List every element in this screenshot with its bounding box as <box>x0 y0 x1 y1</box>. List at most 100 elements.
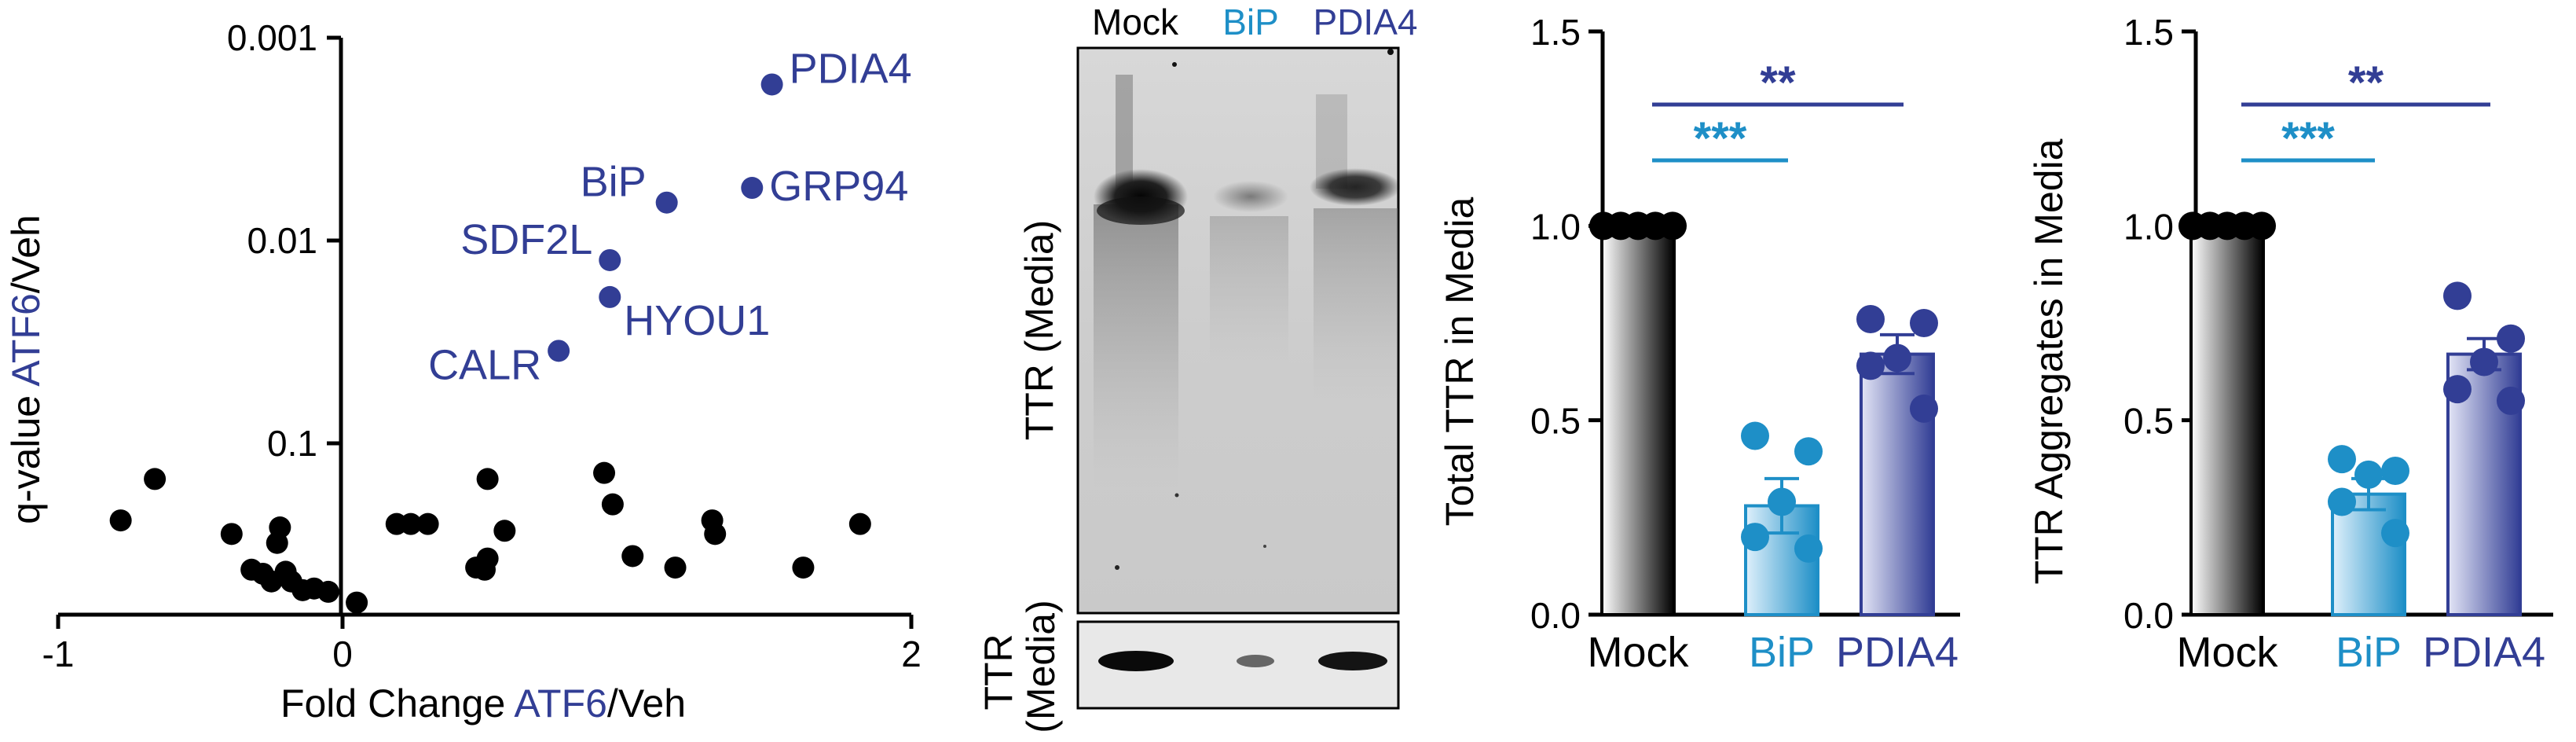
scatter-ylabel-part3: /Veh <box>4 215 48 293</box>
ttr-aggregates-data-point <box>2381 519 2409 548</box>
scatter-y-tick-label: 0.01 <box>247 220 317 261</box>
total-ttr-category-label-mock: Mock <box>1587 629 1689 676</box>
ttr-aggregates-data-point <box>2470 347 2498 377</box>
ttr-aggregates-significance-label: ** <box>2348 57 2384 108</box>
scatter-point <box>260 570 283 593</box>
ttr-aggregates-significance-label: *** <box>2281 113 2335 164</box>
total-ttr-category-label-bip: BiP <box>1749 629 1815 676</box>
scatter-point <box>704 523 727 545</box>
scatter-point-label-grp94: GRP94 <box>769 163 908 210</box>
total-ttr-data-point <box>1856 351 1885 380</box>
scatter-point-label-bip: BiP <box>581 159 647 206</box>
ttr-aggregates-y-tick-label: 0.0 <box>2123 595 2174 636</box>
scatter-plot-area: -1 0 2 0.001 0.01 0.1 PDIA4 GRP94 BiP SDF2L HYOU1 C… <box>42 17 922 674</box>
scatter-panel: -1 0 2 0.001 0.01 0.1 PDIA4 GRP94 BiP SDF2L HYOU1 C… <box>4 17 922 725</box>
scatter-point-pdia4 <box>760 73 783 96</box>
total-ttr-significance-label: *** <box>1694 113 1747 164</box>
western-blot-panel: Mock BiP PDIA4 <box>977 2 1417 733</box>
bar-chart-ttr-aggregates-y-label: TTR Aggregates in Media <box>2027 138 2071 584</box>
scatter-point <box>416 512 439 535</box>
scatter-point <box>399 512 422 535</box>
scatter-point <box>346 591 368 614</box>
scatter-xlabel-part1: Fold Change <box>280 681 514 725</box>
blot-bottom-label-line1: TTR <box>977 634 1021 710</box>
total-ttr-data-point <box>1883 343 1911 373</box>
ttr-aggregates-category-label-bip: BiP <box>2336 629 2402 676</box>
total-ttr-data-point <box>1910 394 1938 423</box>
scatter-y-tick-label: 0.1 <box>267 423 317 464</box>
scatter-point <box>266 531 288 554</box>
blot-lane-label-bip: BiP <box>1222 2 1279 42</box>
total-ttr-data-point <box>1658 211 1687 241</box>
total-ttr-data-point <box>1910 309 1938 337</box>
scatter-point-calr <box>548 340 570 362</box>
scatter-point <box>792 556 815 579</box>
ttr-aggregates-data-point <box>2497 324 2525 353</box>
ttr-aggregates-data-point <box>2497 386 2525 415</box>
scatter-point-bip <box>655 191 678 214</box>
total-ttr-y-tick-label: 0.0 <box>1530 595 1581 636</box>
scatter-point <box>109 509 132 532</box>
scatter-point <box>144 468 167 490</box>
blot-lane-label-mock: Mock <box>1092 2 1179 42</box>
total-ttr-y-tick-label: 0.5 <box>1530 401 1581 442</box>
scatter-xlabel-part3: /Veh <box>607 681 686 725</box>
blot-top-label: TTR (Media) <box>1017 220 1061 441</box>
scatter-point-label-sdf2l: SDF2L <box>460 216 592 263</box>
scatter-point <box>593 461 616 484</box>
scatter-x-tick-label: 2 <box>901 634 922 674</box>
scatter-point <box>493 520 516 542</box>
blot-loading-band-mock <box>1098 651 1174 671</box>
scatter-x-tick-label: 0 <box>332 634 353 674</box>
blot-loading-membrane <box>1076 620 1400 710</box>
scatter-x-axis-label: Fold Change ATF6/Veh <box>280 681 686 725</box>
total-ttr-bar-mock <box>1600 224 1676 616</box>
scatter-point <box>664 556 687 579</box>
total-ttr-data-point <box>1768 487 1796 516</box>
ttr-aggregates-data-point <box>2328 487 2356 516</box>
blot-loading-band-pdia4 <box>1318 652 1387 670</box>
blot-lane-label-pdia4: PDIA4 <box>1314 2 1418 42</box>
ttr-aggregates-data-point <box>2443 281 2472 310</box>
ttr-aggregates-data-point <box>2381 456 2409 485</box>
total-ttr-data-point <box>1856 305 1885 334</box>
ttr-aggregates-bar-mock <box>2189 224 2265 616</box>
ttr-aggregates-y-tick-label: 1.5 <box>2123 12 2174 53</box>
ttr-aggregates-data-point <box>2328 445 2356 474</box>
scatter-point-sdf2l <box>599 248 621 271</box>
scatter-x-tick-label: -1 <box>42 634 75 674</box>
total-ttr-data-point <box>1741 523 1769 552</box>
ttr-aggregates-data-point <box>2354 460 2383 489</box>
scatter-point-label-pdia4: PDIA4 <box>790 45 912 92</box>
scatter-y-axis-label: q-value ATF6/Veh <box>4 215 48 524</box>
ttr-aggregates-category-label-mock: Mock <box>2176 629 2278 676</box>
scatter-point <box>476 468 499 490</box>
scatter-point <box>476 547 499 570</box>
ttr-aggregates-data-point <box>2248 211 2276 241</box>
scatter-point-grp94 <box>741 177 764 200</box>
blot-bottom-label: TTR (Media) <box>977 600 1063 733</box>
blot-bottom-label-line2: (Media) <box>1019 600 1063 733</box>
total-ttr-category-label-pdia4: PDIA4 <box>1836 629 1959 676</box>
total-ttr-data-point <box>1794 437 1823 466</box>
scatter-point-label-calr: CALR <box>428 341 541 388</box>
scatter-point <box>848 512 871 535</box>
ttr-aggregates-category-label-pdia4: PDIA4 <box>2423 629 2545 676</box>
blot-band-bip <box>1213 181 1288 212</box>
ttr-aggregates-y-tick-label: 0.5 <box>2123 401 2174 442</box>
total-ttr-y-tick-label: 1.0 <box>1530 206 1581 247</box>
scatter-ylabel-part2: ATF6 <box>4 293 48 387</box>
scatter-y-tick-label: 0.001 <box>227 17 317 58</box>
total-ttr-significance-label: ** <box>1760 57 1796 108</box>
bar-chart-total-ttr-y-label: Total TTR in Media <box>1438 197 1482 526</box>
total-ttr-y-tick-label: 1.5 <box>1530 12 1581 53</box>
blot-band-pdia4 <box>1310 168 1401 206</box>
scatter-point <box>317 580 339 603</box>
total-ttr-bar-pdia4 <box>1860 352 1935 616</box>
scatter-point <box>621 545 644 568</box>
